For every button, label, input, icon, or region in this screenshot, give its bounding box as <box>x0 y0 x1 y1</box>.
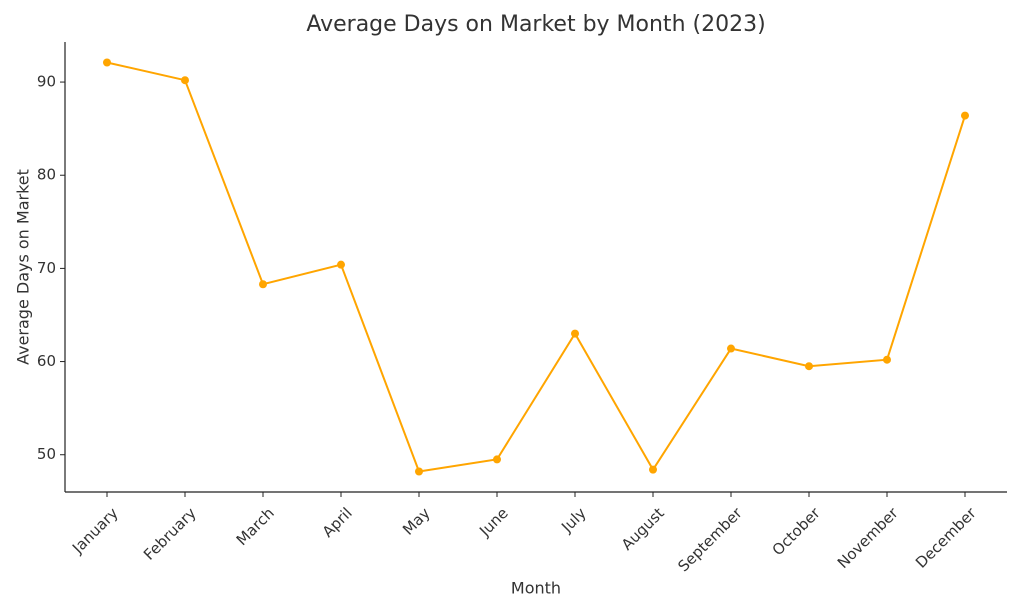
x-tick-label: December <box>912 503 980 571</box>
point <box>493 455 501 464</box>
point <box>961 111 969 120</box>
x-tick-label: April <box>319 504 356 541</box>
point <box>103 58 111 67</box>
x-tick-label: August <box>618 504 668 554</box>
y-axis-title: Average Days on Market <box>14 169 33 365</box>
y-tick-label: 80 <box>37 166 56 184</box>
point <box>649 465 657 474</box>
point <box>883 355 891 364</box>
y-tick-label: 50 <box>37 445 56 463</box>
x-tick-label: January <box>68 504 122 558</box>
x-tick-label: June <box>475 504 512 541</box>
x-tick-label: November <box>834 503 902 571</box>
y-tick-label: 90 <box>37 73 56 91</box>
x-tick-label: July <box>557 504 590 537</box>
x-tick-label: September <box>674 503 746 575</box>
point <box>805 362 813 371</box>
point <box>571 329 579 338</box>
point <box>259 280 267 289</box>
point <box>727 344 735 353</box>
y-tick-label: 70 <box>37 259 56 277</box>
x-tick-label: October <box>769 503 825 559</box>
chart-title: Average Days on Market by Month (2023) <box>306 12 765 37</box>
point <box>181 76 189 85</box>
x-tick-label: February <box>140 504 200 564</box>
line <box>106 61 966 473</box>
x-tick-label: March <box>233 504 278 549</box>
point <box>415 467 423 476</box>
x-tick-label: May <box>399 504 434 539</box>
y-tick-label: 60 <box>37 352 56 370</box>
point <box>337 260 345 269</box>
x-axis-title: Month <box>511 579 561 598</box>
